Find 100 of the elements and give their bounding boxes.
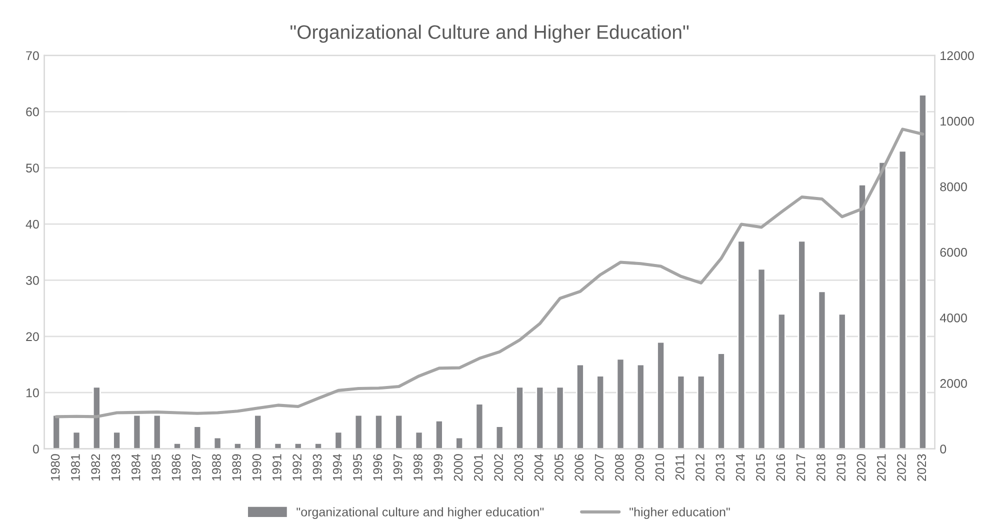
bar [294,442,302,449]
x-tick-label: 1992 [292,454,302,481]
line-series [54,128,924,418]
y2-tick-label: 6000 [940,248,967,257]
x-tick-label: 2003 [514,454,524,481]
x-tick-label: 1990 [252,454,262,481]
y2-tick-label: 0 [940,444,946,454]
x-tick-label: 2020 [856,454,866,481]
bar [92,386,101,449]
x-tick-label: 2019 [836,454,846,481]
bar [717,352,726,449]
x-tick-label: 2005 [554,454,564,481]
y2-tick-label: 12000 [940,51,974,60]
x-tick-label: 2023 [917,454,926,481]
x-tick-label: 1983 [111,454,120,481]
y2-tick-label: 2000 [940,379,967,388]
y-tick-label: 10 [26,388,39,398]
x-tick-label: 2007 [594,454,604,481]
y-tick-label: 20 [26,332,39,342]
x-tick-label: 2021 [876,454,886,481]
bar [656,341,666,449]
x-tick-label: 2017 [796,454,806,481]
x-tick-label: 1996 [373,454,382,481]
x-tick-label: 2008 [615,454,624,481]
bar [233,442,242,449]
legend-label: "organizational culture and higher education" [296,507,544,519]
y-tick-label: 0 [32,444,39,454]
bar [152,414,162,449]
bar [737,240,746,449]
y-tick-label: 70 [26,51,39,60]
bar [495,426,504,449]
x-tick-label: 2015 [756,454,765,481]
bar [616,358,625,449]
x-tick-label: 2002 [494,454,503,481]
bar [52,414,61,449]
bar [354,414,363,449]
bar [374,414,383,449]
bar [536,386,544,449]
bar [838,313,846,449]
y2-tick-label: 10000 [940,116,974,126]
x-tick-label: 1981 [71,454,80,481]
x-tick-label: 1985 [152,454,160,481]
bar [576,364,584,449]
bar [858,184,866,449]
bar [414,431,424,449]
y-tick-label: 30 [26,276,39,285]
y-tick-label: 60 [26,107,39,116]
y-tick-label: 50 [26,164,39,172]
bar [696,375,706,449]
x-tick-label: 1994 [332,454,342,481]
x-tick-label: 2001 [474,454,483,481]
x-tick-label: 2014 [736,454,745,481]
bar [173,442,182,449]
x-tick-label: 2022 [897,454,906,481]
bar [193,426,202,449]
x-tick-label: 2010 [655,454,664,481]
x-tick-label: 1982 [91,454,100,481]
x-tick-label: 2013 [716,454,725,481]
bar [254,414,262,449]
bar [394,414,404,449]
x-tick-label: 2016 [776,454,786,481]
legend-label: "higher education" [630,507,730,519]
x-tick-label: 1997 [393,454,402,481]
x-tick-label: 1987 [192,454,201,481]
bar [676,375,686,449]
y-tick-label: 40 [26,220,39,229]
bar [314,442,323,449]
x-tick-label: 1999 [434,454,443,481]
x-tick-label: 2009 [635,454,644,481]
bar [898,150,907,449]
x-tick-label: 2012 [696,454,704,481]
bar [757,268,766,449]
x-tick-label: 2018 [816,454,826,481]
chart-title: "Organizational Culture and Higher Education" [290,24,689,43]
bar [798,240,806,449]
bar [455,436,464,449]
bar [918,94,927,449]
x-tick-label: 1998 [414,454,422,481]
bar [516,386,524,449]
x-tick-label: 1984 [131,454,140,481]
y2-tick-label: 4000 [940,313,967,322]
x-tick-label: 1989 [232,454,242,481]
bar [434,420,444,449]
bar [475,403,484,449]
bar [132,414,142,449]
bar [213,436,222,449]
bar [777,313,786,449]
bar [334,431,343,449]
bar [636,364,645,449]
bar [596,375,605,449]
bar [112,431,122,449]
x-tick-label: 2004 [534,454,544,481]
x-tick-label: 2000 [454,454,463,481]
x-tick-label: 2011 [675,454,684,480]
x-tick-label: 1995 [353,454,362,481]
x-tick-label: 1991 [272,454,282,481]
bar [818,290,826,449]
x-tick-label: 1986 [172,454,181,481]
x-tick-label: 1993 [312,454,322,481]
bar [878,162,887,449]
